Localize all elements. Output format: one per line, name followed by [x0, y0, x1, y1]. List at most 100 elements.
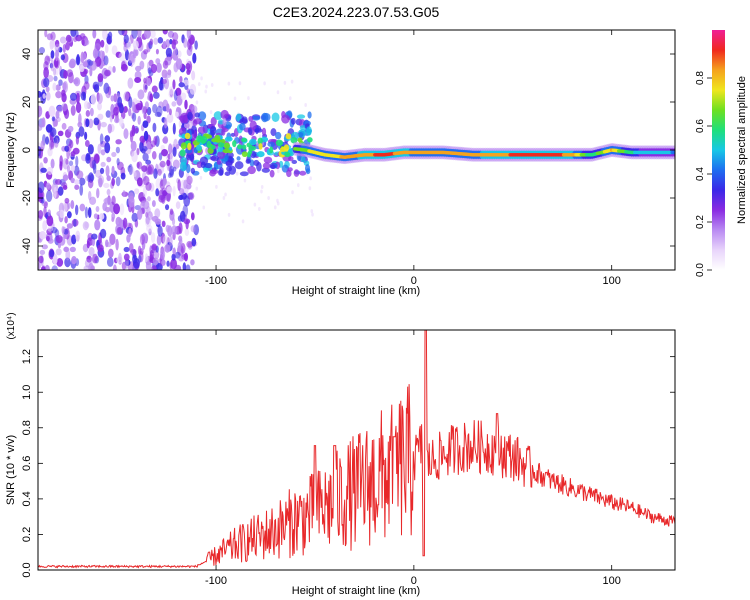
heatmap-speckle — [205, 84, 208, 89]
heatmap-speckle — [82, 221, 89, 231]
heatmap-speckle — [135, 65, 142, 72]
spectrogram-marks — [38, 30, 675, 270]
heatmap-blob — [247, 166, 256, 175]
heatmap-speckle — [184, 99, 188, 110]
heatmap-speckle — [260, 189, 263, 194]
heatmap-blob — [197, 126, 206, 135]
heatmap-blob — [239, 171, 249, 177]
heatmap-speckle — [141, 105, 146, 115]
heatmap-speckle — [131, 151, 138, 163]
heatmap-speckle — [191, 105, 198, 114]
heatmap-speckle — [44, 30, 48, 38]
heatmap-speckle — [62, 43, 66, 53]
heatmap-speckle — [84, 221, 90, 229]
heatmap-speckle — [135, 102, 143, 111]
heatmap-blob — [226, 124, 231, 130]
heatmap-speckle — [134, 76, 142, 83]
heatmap-speckle — [119, 203, 125, 216]
heatmap-speckle — [144, 84, 148, 90]
heatmap-speckle — [139, 141, 144, 152]
heatmap-speckle — [73, 77, 81, 87]
heatmap-speckle — [69, 246, 76, 253]
heatmap-speckle — [68, 170, 74, 181]
heatmap-speckle — [88, 190, 92, 201]
heatmap-blob — [193, 118, 202, 125]
heatmap-blob — [211, 138, 218, 143]
heatmap-speckle — [131, 124, 136, 137]
heatmap-speckle — [92, 253, 98, 264]
colorbar-tick-label: 0.8 — [695, 71, 706, 85]
heatmap-speckle — [175, 143, 180, 150]
heatmap-speckle — [95, 38, 101, 51]
heatmap-blob — [219, 166, 224, 176]
heatmap-speckle — [168, 86, 174, 95]
heatmap-speckle — [157, 225, 163, 237]
heatmap-speckle — [76, 170, 84, 180]
heatmap-speckle — [99, 133, 104, 145]
heatmap-speckle — [70, 30, 77, 38]
heatmap-speckle — [189, 83, 197, 95]
heatmap-speckle — [84, 131, 88, 140]
heatmap-blob — [221, 128, 226, 136]
heatmap-speckle — [46, 33, 53, 41]
heatmap-speckle — [166, 159, 171, 167]
y-tick-label: 1.2 — [21, 349, 33, 364]
heatmap-speckle — [52, 82, 57, 92]
heatmap-speckle — [62, 184, 68, 191]
heatmap-speckle — [38, 262, 41, 270]
heatmap-speckle — [190, 259, 195, 266]
heatmap-speckle — [247, 96, 250, 101]
heatmap-speckle — [143, 30, 151, 39]
heatmap-speckle — [123, 91, 130, 102]
heatmap-speckle — [145, 164, 152, 176]
heatmap-speckle — [104, 196, 112, 206]
heatmap-speckle — [83, 81, 90, 90]
heatmap-speckle — [81, 52, 87, 61]
heatmap-speckle — [178, 222, 183, 235]
heatmap-blob — [234, 161, 244, 170]
heatmap-speckle — [118, 252, 122, 263]
heatmap-blob — [306, 126, 312, 136]
heatmap-speckle — [63, 70, 68, 79]
heatmap-speckle — [44, 264, 50, 270]
y-tick-label: 20 — [21, 96, 33, 108]
heatmap-speckle — [142, 152, 149, 162]
heatmap-speckle — [104, 69, 111, 77]
heatmap-blob — [213, 111, 223, 120]
heatmap-speckle — [131, 112, 137, 122]
heatmap-speckle — [75, 204, 79, 216]
heatmap-speckle — [128, 195, 135, 208]
heatmap-speckle — [68, 60, 76, 69]
heatmap-blob — [241, 144, 247, 150]
heatmap-speckle — [115, 51, 122, 58]
heatmap-speckle — [100, 161, 106, 168]
heatmap-speckle — [227, 212, 231, 217]
heatmap-speckle — [80, 91, 86, 101]
heatmap-speckle — [123, 253, 130, 261]
heatmap-speckle — [199, 175, 203, 180]
heatmap-speckle — [258, 206, 261, 211]
heatmap-speckle — [149, 93, 154, 103]
heatmap-blob — [262, 162, 271, 170]
heatmap-blob — [262, 112, 271, 122]
heatmap-speckle — [154, 218, 162, 225]
heatmap-speckle — [166, 260, 170, 267]
heatmap-blob — [190, 167, 196, 174]
heatmap-speckle — [57, 130, 64, 137]
heatmap-speckle — [38, 124, 43, 131]
heatmap-speckle — [89, 173, 95, 182]
heatmap-blob — [293, 169, 300, 177]
heatmap-speckle — [85, 110, 91, 117]
heatmap-blob — [194, 112, 201, 118]
heatmap-speckle — [97, 244, 104, 253]
heatmap-blob — [184, 148, 193, 154]
heatmap-blob — [249, 138, 257, 146]
colorbar-tick-label: 0.4 — [695, 167, 706, 181]
heatmap-speckle — [308, 186, 312, 191]
heatmap-speckle — [79, 184, 84, 196]
heatmap-blob — [216, 160, 222, 165]
heatmap-speckle — [162, 60, 169, 69]
heatmap-speckle — [166, 112, 174, 124]
spectrogram-x-ticks: -100 0 100 — [205, 30, 621, 287]
heatmap-speckle — [243, 178, 247, 183]
